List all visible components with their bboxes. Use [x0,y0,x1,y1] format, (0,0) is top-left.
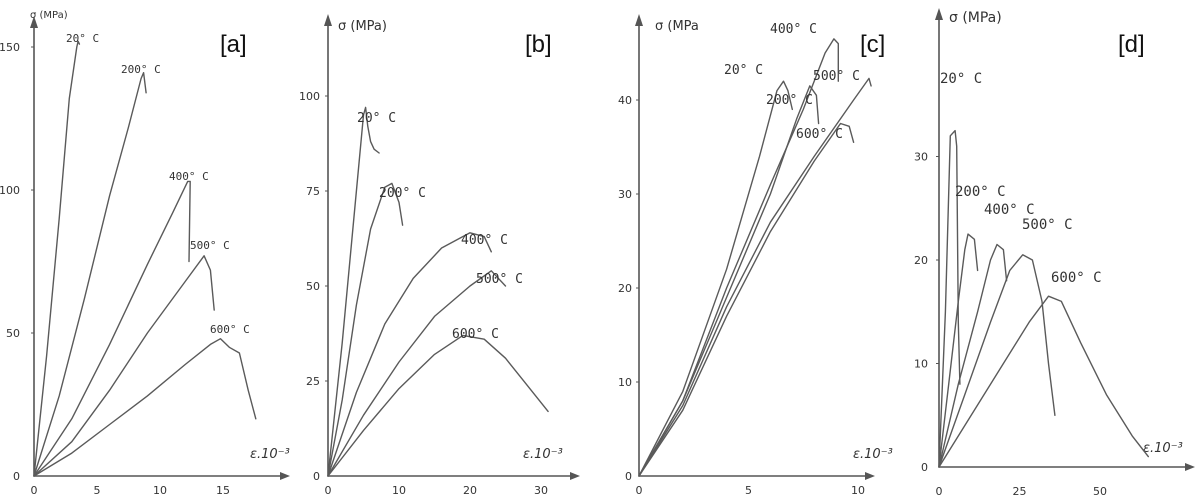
x-axis-label: ε.10⁻³ [250,447,290,462]
x-axis-arrow [865,472,875,480]
x-tick-label: 0 [936,485,943,498]
x-tick-label: 0 [636,484,643,497]
x-axis-label: ε.10⁻³ [523,447,563,462]
series-line-600c [638,77,872,477]
y-tick-label: 0 [13,470,20,483]
x-tick-label: 10 [851,484,865,497]
y-tick-label: 150 [0,41,20,54]
chart-panel-4: 0 10 20 30 0 25 50 σ (MPa) ε.10⁻³ [d] 20° C 200° C 4… [914,8,1195,498]
series-line-20c [33,40,81,477]
series-line-400c [938,243,1008,468]
x-tick-label: 20 [463,484,477,497]
series-line-500c [327,270,507,477]
x-tick-label: 0 [325,484,332,497]
x-tick-label: 10 [392,484,406,497]
y-tick-label: 10 [914,358,928,371]
y-axis-arrow [935,8,943,20]
y-tick-label: 30 [618,188,632,201]
x-tick-label: 5 [745,484,752,497]
x-tick-label: 0 [31,484,38,497]
series-label: 500° C [476,272,523,287]
series-line-20c [327,106,380,477]
y-tick-label: 50 [306,280,320,293]
series-label: 200° C [121,63,161,76]
y-tick-label: 20 [618,282,632,295]
series-label: 600° C [796,127,843,142]
y-axis-arrow [324,14,332,26]
x-tick-label: 50 [1093,485,1107,498]
y-tick-label: 50 [6,327,20,340]
series-label: 600° C [452,327,499,342]
y-axis-label: σ (MPa) [30,10,68,21]
x-axis-arrow [280,472,290,480]
y-tick-label: 100 [0,184,20,197]
series-label: 200° C [766,93,813,108]
chart-panel-2: 0 25 50 75 100 0 10 20 30 σ (MPa) ε.10⁻³ [b] 20° C 20… [299,14,580,497]
x-tick-label: 25 [1013,485,1027,498]
series-line-500c [33,255,215,477]
x-axis-arrow [570,472,580,480]
y-tick-label: 30 [914,151,928,164]
y-tick-label: 75 [306,185,320,198]
y-tick-label: 25 [306,375,320,388]
y-tick-label: 0 [921,461,928,474]
series-label: 20° C [724,63,763,78]
x-tick-label: 10 [153,484,167,497]
series-label: 20° C [66,32,99,45]
series-line-600c [33,338,257,477]
y-tick-label: 0 [625,470,632,483]
y-tick-label: 40 [618,94,632,107]
series-line-500c [938,254,1056,468]
x-axis-arrow [1185,463,1195,471]
series-label: 400° C [169,170,209,183]
x-tick-label: 30 [534,484,548,497]
panel-label: [b] [525,31,552,58]
series-line-600c [938,295,1149,468]
x-axis-label: ε.10⁻³ [853,447,893,462]
series-label: 500° C [813,69,860,84]
y-tick-label: 100 [299,90,320,103]
series-label: 20° C [357,111,396,126]
series-label: 400° C [770,22,817,37]
series-line-20c [938,129,961,468]
x-tick-label: 15 [216,484,230,497]
chart-panel-3: 0 10 20 30 40 0 5 10 σ (MPa ε.10⁻³ [c] 20° C 400° C 2… [618,14,893,497]
series-line-20c [638,80,793,477]
y-axis-arrow [635,14,643,26]
chart-panel-1: 0 50 100 150 0 5 10 15 σ (MPa) ε.10⁻³ [a] 20° C 200°… [0,10,290,497]
y-tick-label: 0 [313,470,320,483]
x-tick-label: 5 [94,484,101,497]
series-line-600c [327,334,549,477]
y-axis-label: σ (MPa) [338,19,387,34]
y-tick-label: 20 [914,254,928,267]
series-line-500c [638,122,855,477]
series-label: 400° C [461,233,508,248]
y-axis-label: σ (MPa) [949,10,1002,26]
series-label: 500° C [190,239,230,252]
x-axis-label: ε.10⁻³ [1143,441,1183,456]
series-line-400c [638,38,839,477]
series-line-400c [327,232,492,477]
y-axis-label: σ (MPa [655,19,699,34]
series-line-400c [33,180,191,477]
y-axis-arrow [30,16,38,28]
series-label: 600° C [210,323,250,336]
series-line-200c [638,85,820,477]
panel-label: [d] [1118,31,1145,58]
panel-label: [c] [860,31,885,58]
y-tick-label: 10 [618,376,632,389]
series-line-200c [327,182,404,477]
series-line-200c [938,233,979,468]
series-label: 200° C [379,186,426,201]
series-label: 500° C [1022,217,1073,233]
series-label: 600° C [1051,270,1102,286]
panel-label: [a] [220,31,247,58]
series-label: 200° C [955,184,1006,200]
series-label: 20° C [940,71,982,87]
series-line-200c [33,72,147,477]
series-label: 400° C [984,202,1035,218]
